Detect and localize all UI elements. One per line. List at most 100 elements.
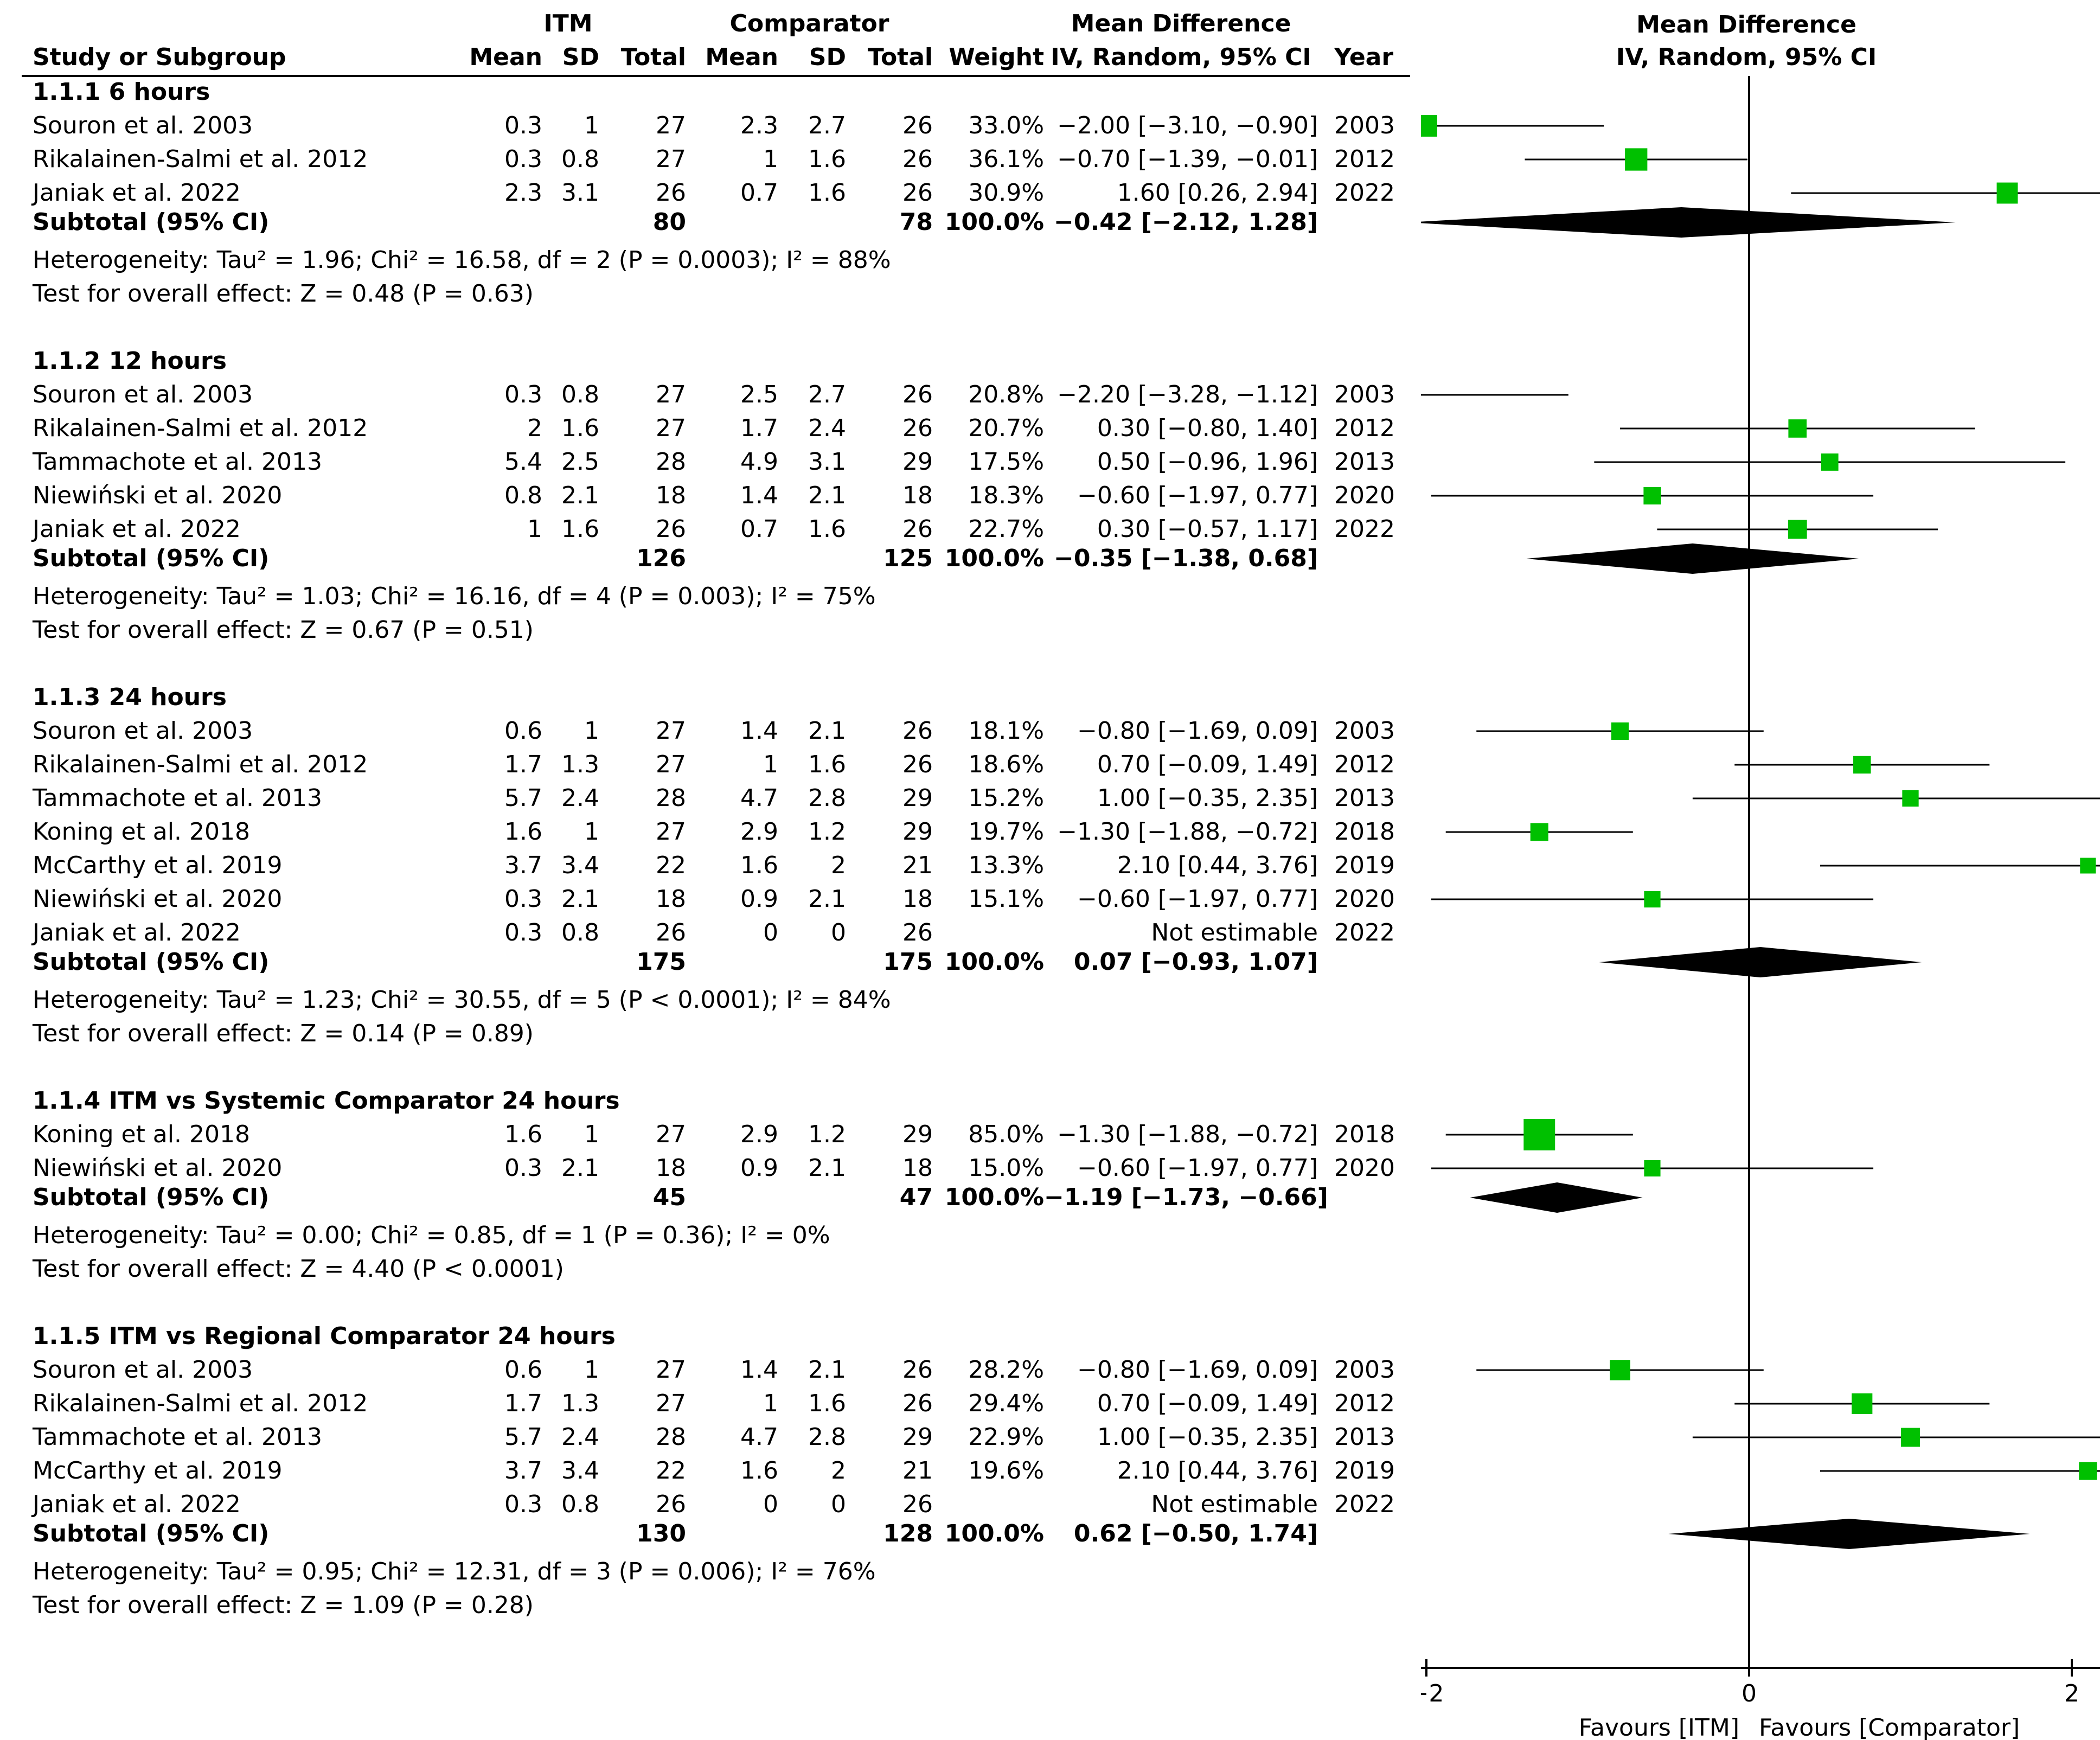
itm-mean: 0.3: [450, 883, 542, 916]
study-ci: −2.20 [−3.28, −1.12]: [1044, 379, 1318, 411]
itm-total: 27: [599, 715, 686, 747]
group-title: 1.1.5 ITM vs Regional Comparator 24 hour…: [33, 1320, 477, 1353]
study-year: 2003: [1334, 715, 1410, 747]
comp-sd: 3.1: [778, 446, 846, 478]
study-name: Niewiński et al. 2020: [33, 883, 477, 916]
subtotal-comp-total: 128: [846, 1518, 933, 1550]
comp-mean: 1: [686, 143, 778, 176]
comp-mean: 1.4: [686, 1354, 778, 1386]
itm-total: 26: [599, 177, 686, 209]
study-square: [1852, 1393, 1872, 1414]
itm-total: 26: [599, 1488, 686, 1521]
subtotal-comp-total: 125: [846, 542, 933, 575]
comp-mean: 1.4: [686, 479, 778, 512]
comp-sd: 2: [778, 849, 846, 882]
heterogeneity-text: Heterogeneity: Tau² = 1.96; Chi² = 16.58…: [33, 244, 1388, 277]
comp-mean: 1.6: [686, 1455, 778, 1487]
group-title: 1.1.3 24 hours: [33, 681, 477, 714]
study-name: McCarthy et al. 2019: [33, 849, 477, 882]
group-title: 1.1.2 12 hours: [33, 345, 477, 378]
itm-mean: 1.6: [450, 1118, 542, 1151]
study-year: 2020: [1334, 479, 1410, 512]
study-name: Janiak et al. 2022: [33, 513, 477, 546]
comp-total: 26: [846, 715, 933, 747]
study-ci: 0.30 [−0.80, 1.40]: [1044, 412, 1318, 445]
study-year: 2022: [1334, 177, 1410, 209]
subtotal-label: Subtotal (95% CI): [33, 542, 477, 575]
itm-sd: 3.4: [542, 849, 599, 882]
study-ci: −1.30 [−1.88, −0.72]: [1044, 816, 1318, 848]
itm-total: 27: [599, 816, 686, 848]
study-name: Janiak et al. 2022: [33, 1488, 477, 1521]
comp-total: 18: [846, 479, 933, 512]
itm-sd: 1.3: [542, 1387, 599, 1420]
itm-sd: 1: [542, 715, 599, 747]
study-square: [1523, 1119, 1555, 1150]
subtotal-weight: 100.0%: [933, 1181, 1044, 1214]
study-name: Rikalainen-Salmi et al. 2012: [33, 143, 477, 176]
subtotal-ci: −0.35 [−1.38, 0.68]: [1044, 542, 1318, 575]
study-weight: 13.3%: [933, 849, 1044, 882]
comp-sd: 2.1: [778, 715, 846, 747]
header-itm-group: ITM: [450, 8, 686, 40]
study-square: [1901, 1428, 1920, 1447]
comp-total: 26: [846, 1387, 933, 1420]
subtotal-ci: −0.42 [−2.12, 1.28]: [1044, 206, 1318, 239]
itm-mean: 5.7: [450, 782, 542, 815]
itm-sd: 2.4: [542, 1421, 599, 1454]
study-ci: 0.30 [−0.57, 1.17]: [1044, 513, 1318, 546]
itm-mean: 3.7: [450, 1455, 542, 1487]
comp-mean: 4.9: [686, 446, 778, 478]
itm-total: 27: [599, 379, 686, 411]
itm-sd: 1: [542, 816, 599, 848]
comp-total: 26: [846, 513, 933, 546]
comp-sd: 2.8: [778, 1421, 846, 1454]
header-study: Study or Subgroup: [33, 41, 477, 74]
comp-sd: 1.2: [778, 816, 846, 848]
comp-mean: 4.7: [686, 782, 778, 815]
study-year: 2003: [1334, 1354, 1410, 1386]
group-title: 1.1.4 ITM vs Systemic Comparator 24 hour…: [33, 1085, 477, 1117]
study-year: 2012: [1334, 1387, 1410, 1420]
itm-mean: 1.7: [450, 749, 542, 781]
subtotal-label: Subtotal (95% CI): [33, 946, 477, 978]
study-square: [1644, 1160, 1660, 1176]
itm-sd: 2.1: [542, 883, 599, 916]
study-ci: 2.10 [0.44, 3.76]: [1044, 849, 1318, 882]
favours-comparator-label: Favours [Comparator]: [1759, 1714, 2020, 1740]
itm-total: 28: [599, 1421, 686, 1454]
overall-effect-text: Test for overall effect: Z = 0.67 (P = 0…: [33, 614, 1388, 647]
comp-total: 29: [846, 782, 933, 815]
study-year: 2012: [1334, 749, 1410, 781]
study-weight: [933, 917, 1044, 949]
study-year: 2003: [1334, 110, 1410, 142]
subtotal-comp-total: 78: [846, 206, 933, 239]
study-ci: 2.10 [0.44, 3.76]: [1044, 1455, 1318, 1487]
comp-mean: 0.9: [686, 1152, 778, 1185]
header-comp-total: Total: [846, 41, 933, 74]
header-md-group: Mean Difference: [1044, 8, 1318, 40]
subtotal-diamond: [1421, 207, 1956, 238]
study-name: Niewiński et al. 2020: [33, 479, 477, 512]
comp-total: 29: [846, 1421, 933, 1454]
study-square: [1625, 148, 1647, 170]
comp-sd: 0: [778, 1488, 846, 1521]
heterogeneity-text: Heterogeneity: Tau² = 0.95; Chi² = 12.31…: [33, 1556, 1388, 1588]
itm-total: 18: [599, 1152, 686, 1185]
header-comparator-group: Comparator: [686, 8, 933, 40]
comp-mean: 2.9: [686, 816, 778, 848]
subtotal-diamond: [1526, 543, 1859, 574]
study-square: [1788, 520, 1807, 539]
header-comp-mean: Mean: [686, 41, 778, 74]
study-weight: 22.9%: [933, 1421, 1044, 1454]
itm-mean: 1: [450, 513, 542, 546]
study-weight: 85.0%: [933, 1118, 1044, 1151]
overall-effect-text: Test for overall effect: Z = 4.40 (P < 0…: [33, 1253, 1388, 1285]
itm-total: 28: [599, 446, 686, 478]
comp-total: 18: [846, 1152, 933, 1185]
study-square: [1853, 756, 1871, 773]
itm-total: 27: [599, 749, 686, 781]
subtotal-label: Subtotal (95% CI): [33, 1181, 477, 1214]
x-tick-label: 2: [2064, 1680, 2079, 1707]
itm-sd: 2.5: [542, 446, 599, 478]
